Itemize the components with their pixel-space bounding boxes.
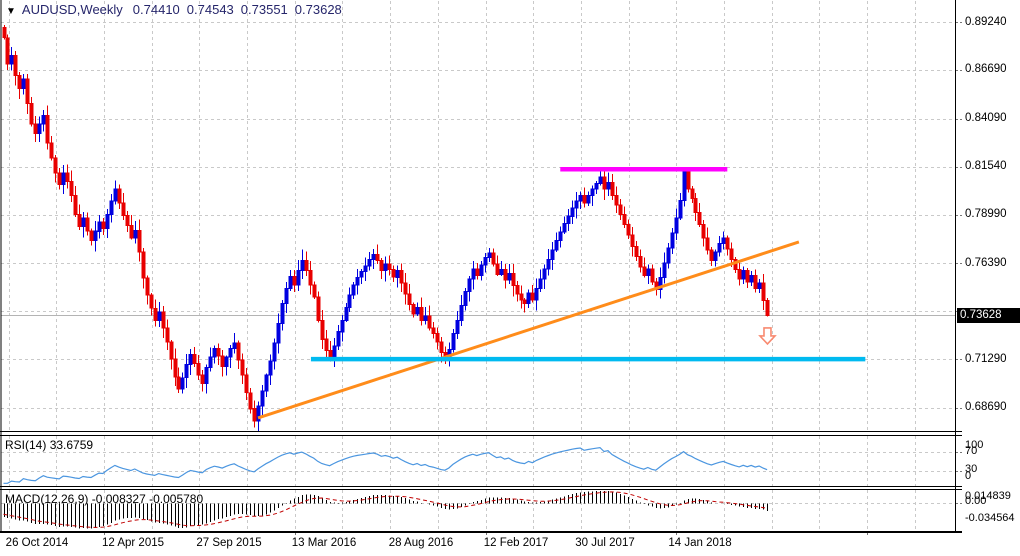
current-price-tag: 0.73628 xyxy=(957,308,1020,323)
macd-scale-label: -0.034564 xyxy=(965,512,1015,524)
price-axis-label: 0.89240 xyxy=(965,15,1007,28)
bottom-axis-border xyxy=(0,531,962,533)
trendline[interactable] xyxy=(257,240,800,420)
price-axis-label: 0.86690 xyxy=(965,63,1007,76)
panel-borders xyxy=(0,0,962,533)
quote-low: 0.73551 xyxy=(240,2,288,17)
grid-lines xyxy=(1,1,955,531)
rsi-scale-label: 100 xyxy=(965,439,984,451)
price-axis-label: 0.71290 xyxy=(965,352,1007,365)
scale-ticks xyxy=(104,22,962,537)
macd-name: MACD(12,26,9) xyxy=(5,492,89,506)
rsi-scale-label: 0 xyxy=(965,470,972,482)
bear-candle-wicks xyxy=(4,24,768,428)
collapse-triangle-icon: ▼ xyxy=(6,6,16,17)
macd-signal-line xyxy=(3,491,768,528)
date-axis-label: 12 Apr 2015 xyxy=(101,537,165,549)
date-axis-label: 26 Oct 2014 xyxy=(5,537,69,549)
macd-signal-value: -0.005780 xyxy=(149,492,204,506)
macd-label: MACD(12,26,9) -0.008327 -0.005780 xyxy=(5,492,203,506)
price-axis-label: 0.76390 xyxy=(965,256,1007,269)
quote-high: 0.74543 xyxy=(186,2,234,17)
quote-open: 0.74410 xyxy=(132,2,180,17)
bull-candle-wicks xyxy=(11,47,760,432)
price-axis-label: 0.84090 xyxy=(965,112,1007,125)
bear-candle-bodies xyxy=(2,26,770,422)
quote-close: 0.73628 xyxy=(294,2,342,17)
date-axis-label: 13 Mar 2016 xyxy=(291,537,357,549)
rsi-value: 33.6759 xyxy=(49,438,94,452)
price-axis-label: 0.68690 xyxy=(965,401,1007,414)
rsi-label: RSI(14) 33.6759 xyxy=(5,438,93,452)
date-axis-label: 12 Feb 2017 xyxy=(483,537,549,549)
date-axis-label: 14 Jan 2018 xyxy=(668,537,732,549)
date-axis-label: 30 Jul 2017 xyxy=(575,537,635,549)
macd-histogram xyxy=(4,491,768,529)
symbol-timeframe: AUDUSD,Weekly xyxy=(21,2,123,17)
macd-scale-label: 0.00 xyxy=(965,495,987,507)
date-axis-label: 28 Aug 2016 xyxy=(388,537,454,549)
bull-candle-bodies xyxy=(9,55,762,422)
rsi-line xyxy=(3,446,768,484)
macd-main-value: -0.008327 xyxy=(91,492,146,506)
date-axis-label: 27 Sep 2015 xyxy=(196,537,262,549)
rsi-scale-label: 70 xyxy=(965,445,978,457)
macd-scale-label: 0.014839 xyxy=(965,490,1011,502)
chart-title: ▼ AUDUSD,Weekly 0.74410 0.74543 0.73551 0.736… xyxy=(6,2,349,17)
rsi-scale-label: 30 xyxy=(965,463,978,475)
rsi-name: RSI(14) xyxy=(5,438,47,452)
price-axis-label: 0.78990 xyxy=(965,208,1007,221)
sell-arrow-icon[interactable] xyxy=(758,327,777,346)
price-axis-label: 0.81540 xyxy=(965,160,1007,173)
